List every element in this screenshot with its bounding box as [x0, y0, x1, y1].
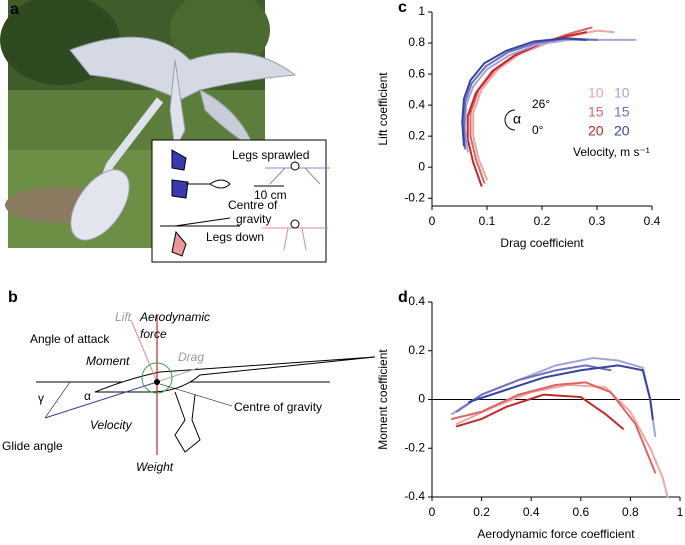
y-axis-label: Moment coefficient: [376, 349, 390, 450]
x-axis-label: Aerodynamic force coefficient: [477, 527, 635, 541]
angle-label: 0°: [532, 123, 544, 137]
y-tick-label: 0: [418, 159, 425, 173]
inset-label: Legs sprawled: [232, 148, 309, 162]
y-tick-label: 0.2: [408, 343, 425, 357]
drag-label: Drag: [178, 350, 204, 364]
glide-label: Glide angle: [2, 439, 63, 453]
panel-label: d: [398, 289, 408, 306]
legend-entry: 15: [614, 104, 630, 120]
series-line: [462, 37, 598, 150]
y-tick-label: 0.4: [408, 294, 425, 308]
series-line: [455, 393, 624, 430]
legend-entry: 10: [614, 85, 630, 101]
series-line: [463, 38, 637, 153]
legend-entry: 10: [588, 85, 604, 101]
y-tick-label: 0.6: [408, 66, 425, 80]
force-label: force: [140, 327, 167, 341]
series-line: [455, 383, 669, 498]
scale-label: 10 cm: [254, 188, 287, 202]
y-tick-label: 1: [418, 4, 425, 18]
photo: [0, 0, 297, 248]
panel-label: c: [398, 0, 407, 16]
x-tick-label: 0.4: [523, 505, 540, 519]
series-line: [466, 31, 587, 187]
x-tick-label: 0.4: [644, 214, 661, 228]
force-label: Aerodynamic: [139, 310, 210, 324]
y-tick-label: 0.8: [408, 35, 425, 49]
inset: [151, 139, 330, 263]
y-tick-label: -0.2: [404, 190, 425, 204]
x-tick-label: 0.2: [473, 505, 490, 519]
alpha-label: α: [84, 389, 91, 403]
centre-label: Centre of gravity: [234, 400, 322, 414]
x-tick-label: 0: [429, 214, 436, 228]
y-tick-label: -0.2: [404, 440, 425, 454]
series-line: [468, 364, 654, 420]
angle-label: 26°: [532, 97, 550, 111]
gamma-label: γ: [38, 391, 44, 405]
alpha-arrow: [504, 109, 516, 131]
legend-entry: 15: [588, 104, 604, 120]
alpha-label: α: [513, 111, 521, 127]
weight-label: Weight: [136, 460, 174, 474]
x-tick-label: 0.3: [589, 214, 606, 228]
x-tick-label: 0.2: [534, 214, 551, 228]
y-tick-label: 0.4: [408, 97, 425, 111]
x-tick-label: 0.6: [572, 505, 589, 519]
y-tick-label: -0.4: [404, 489, 425, 503]
lift-label: Lift: [115, 310, 132, 324]
y-tick-label: 0.2: [408, 128, 425, 142]
series-line: [455, 364, 612, 413]
series-line: [450, 381, 657, 474]
panel-label: b: [8, 289, 18, 306]
series-line: [461, 37, 587, 147]
moment-label: Moment: [86, 354, 130, 368]
x-tick-label: 0.1: [479, 214, 496, 228]
y-axis-label: Lift coefficient: [376, 72, 390, 146]
series-line: [469, 26, 593, 184]
x-axis-label: Drag coefficient: [500, 236, 584, 250]
panel-label: a: [10, 1, 19, 18]
inset-label: Legs down: [206, 230, 264, 244]
velocity-label: Velocity: [90, 418, 133, 432]
angle-label: Angle of attack: [30, 332, 110, 346]
x-tick-label: 1: [677, 505, 684, 519]
inset-label: gravity: [236, 212, 271, 226]
x-tick-label: 0: [429, 505, 436, 519]
legend-title: Velocity, m s⁻¹: [573, 145, 650, 159]
y-tick-label: 0: [418, 392, 425, 406]
inset-label: Centre of: [228, 198, 278, 212]
x-tick-label: 0.8: [622, 505, 639, 519]
diagram: [36, 315, 376, 455]
legend-entry: 20: [614, 123, 630, 139]
legend-entry: 20: [588, 123, 604, 139]
